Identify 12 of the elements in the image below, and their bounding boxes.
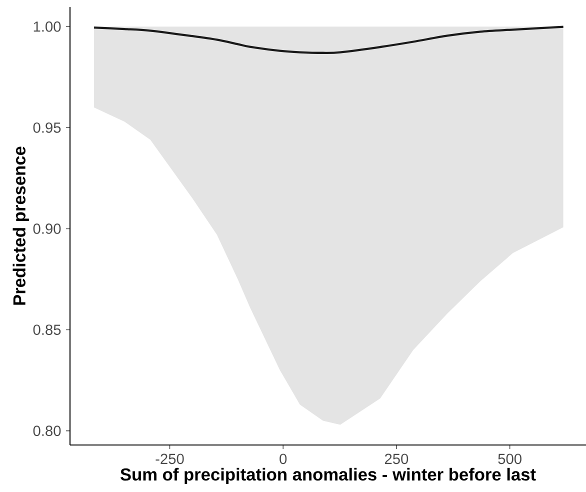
y-tick-label: 0.85 [33,324,61,335]
x-axis-title: Sum of precipitation anomalies - winter before last [120,468,536,484]
x-tick-label: -250 [156,454,184,464]
x-tick-label: 250 [384,454,408,464]
x-tick-label: 0 [280,454,287,464]
y-tick-label: 0.80 [33,426,61,436]
line-series [92,26,564,54]
y-axis-title: Predicted presence [12,146,29,305]
y-tick-label: 0.90 [33,224,61,234]
x-tick-label: 500 [498,454,522,464]
y-tick-label: 1.00 [34,21,61,32]
y-tick-label: 0.95 [33,122,61,133]
